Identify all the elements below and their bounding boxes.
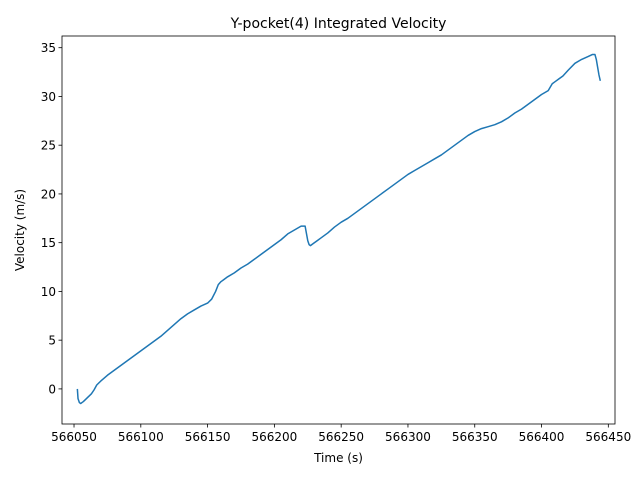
y-tick-label: 15 [41, 236, 56, 250]
axes-frame [61, 35, 616, 425]
x-tick-label: 566050 [51, 430, 97, 444]
x-axis-label: Time (s) [313, 451, 363, 465]
plot-area: 566050 566100 566150 566200 566250 566300 5663… [41, 35, 631, 444]
series-line-0 [76, 53, 602, 405]
y-tick-label: 10 [41, 285, 56, 299]
y-tick-label: 20 [41, 187, 56, 201]
x-tick-label: 566300 [385, 430, 431, 444]
x-tick-label: 566150 [185, 430, 231, 444]
x-tick-label: 566400 [519, 430, 565, 444]
x-tick-label: 566450 [585, 430, 631, 444]
y-axis-label: Velocity (m/s) [13, 189, 27, 271]
y-tick-label: 5 [48, 334, 56, 348]
y-tick-label: 0 [48, 382, 56, 396]
x-tick-label: 566200 [251, 430, 297, 444]
x-tick-label: 566100 [118, 430, 164, 444]
y-tick-label: 35 [41, 41, 56, 55]
x-tick-label: 566250 [318, 430, 364, 444]
y-tick-label: 30 [41, 90, 56, 104]
y-tick-label: 25 [41, 139, 56, 153]
chart-title: Y-pocket(4) Integrated Velocity [230, 16, 447, 32]
x-tick-label: 566350 [452, 430, 498, 444]
